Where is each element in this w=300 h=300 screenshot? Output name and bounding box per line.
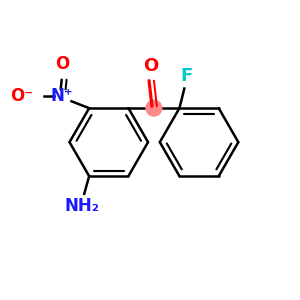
Text: F: F [180, 67, 192, 85]
Text: O⁻: O⁻ [10, 87, 33, 105]
Text: O: O [56, 55, 70, 73]
Text: N⁺: N⁺ [50, 87, 73, 105]
Circle shape [146, 100, 162, 116]
Text: O: O [143, 57, 159, 75]
Text: NH₂: NH₂ [65, 197, 100, 215]
